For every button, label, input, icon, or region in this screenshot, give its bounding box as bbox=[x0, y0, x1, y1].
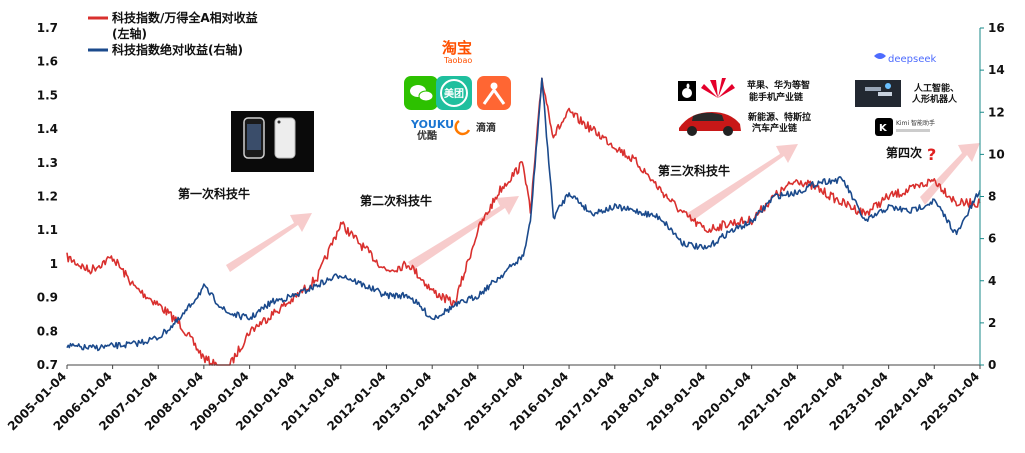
series-line-absolute-return bbox=[66, 77, 981, 352]
youku-logo: YOUKU 优酷 bbox=[410, 118, 454, 142]
huawei-icon bbox=[701, 78, 735, 98]
right-tick-label: 16 bbox=[988, 21, 1005, 35]
right-tick-label: 4 bbox=[988, 274, 996, 288]
svg-text:deepseek: deepseek bbox=[888, 54, 937, 65]
svg-text:YOUKU: YOUKU bbox=[410, 118, 454, 131]
left-tick-label: 0.8 bbox=[37, 324, 58, 338]
deepseek-logo: deepseek bbox=[874, 53, 937, 65]
trend-arrow-4 bbox=[920, 143, 980, 205]
taobao-logo: 淘宝 Taobao bbox=[441, 39, 472, 65]
right-tick-label: 14 bbox=[988, 63, 1005, 77]
series-line-relative-return bbox=[66, 77, 981, 366]
svg-text:Kimi 智能助手: Kimi 智能助手 bbox=[896, 119, 935, 127]
trend-arrow-1 bbox=[226, 213, 312, 272]
ev-chain-caption-1: 新能源、特斯拉 bbox=[748, 111, 811, 123]
left-tick-label: 1 bbox=[50, 257, 58, 271]
iphone-image bbox=[231, 111, 314, 172]
x-axis-ticks: 2005-01-042006-01-042007-01-042008-01-04… bbox=[5, 365, 982, 433]
trend-arrows bbox=[226, 143, 980, 272]
dianping-icon bbox=[477, 76, 511, 110]
right-tick-label: 12 bbox=[988, 105, 1005, 119]
left-tick-label: 1.5 bbox=[37, 88, 58, 102]
kimi-logo: K Kimi 智能助手 bbox=[875, 118, 935, 136]
svg-text:优酷: 优酷 bbox=[417, 129, 437, 142]
wechat-icon bbox=[404, 76, 438, 110]
svg-text:K: K bbox=[879, 123, 888, 134]
svg-text:美团: 美团 bbox=[444, 87, 464, 100]
annotation-second-bull: 第二次科技牛 bbox=[360, 193, 432, 208]
right-tick-label: 8 bbox=[988, 190, 996, 204]
didi-logo: 滴滴 bbox=[454, 119, 496, 136]
tesla-car-image bbox=[679, 112, 741, 136]
svg-text:Taobao: Taobao bbox=[443, 56, 472, 65]
legend: 科技指数/万得全A相对收益 (左轴) 科技指数绝对收益(右轴) bbox=[88, 10, 258, 57]
right-tick-label: 0 bbox=[988, 358, 996, 372]
series-layer bbox=[66, 77, 981, 366]
trend-arrow-3 bbox=[686, 144, 798, 222]
legend-label-red-sub: (左轴) bbox=[112, 26, 147, 41]
left-tick-label: 1.1 bbox=[37, 223, 58, 237]
meituan-icon: 美团 bbox=[436, 76, 472, 110]
right-axis-ticks: 0 2 4 6 8 10 12 14 16 bbox=[980, 21, 1005, 372]
annotation-third-bull: 第三次科技牛 bbox=[658, 163, 730, 178]
ev-chain-caption-2: 汽车产业链 bbox=[752, 122, 798, 134]
robot-image bbox=[855, 80, 901, 107]
left-tick-label: 1.4 bbox=[37, 122, 58, 136]
svg-text:淘宝: 淘宝 bbox=[441, 39, 472, 57]
right-tick-label: 6 bbox=[988, 232, 996, 246]
apple-icon bbox=[678, 81, 696, 101]
smartphone-chain-caption-2: 能手机产业链 bbox=[749, 91, 804, 103]
left-tick-label: 1.3 bbox=[37, 156, 58, 170]
right-tick-label: 2 bbox=[988, 316, 996, 330]
question-mark-icon: ? bbox=[927, 145, 936, 164]
legend-label-blue: 科技指数绝对收益(右轴) bbox=[112, 42, 243, 57]
left-tick-label: 0.9 bbox=[37, 291, 58, 305]
left-tick-label: 1.2 bbox=[37, 190, 58, 204]
left-axis-ticks: 0.7 0.8 0.9 1 1.1 1.2 1.3 1.4 1.5 1.6 1.7 bbox=[37, 21, 58, 372]
annotation-fourth-bull: 第四次 bbox=[886, 145, 922, 160]
left-tick-label: 0.7 bbox=[37, 358, 58, 372]
trend-arrow-2 bbox=[408, 196, 519, 270]
left-tick-label: 1.6 bbox=[37, 55, 58, 69]
svg-text:滴滴: 滴滴 bbox=[476, 121, 496, 134]
legend-label-red: 科技指数/万得全A相对收益 bbox=[112, 10, 258, 25]
right-tick-label: 10 bbox=[988, 147, 1005, 161]
smartphone-chain-caption-1: 苹果、华为等智 bbox=[747, 79, 810, 91]
ai-caption-2: 人形机器人 bbox=[911, 93, 958, 105]
ai-caption-1: 人工智能、 bbox=[913, 82, 959, 94]
annotation-first-bull: 第一次科技牛 bbox=[178, 186, 250, 201]
left-tick-label: 1.7 bbox=[37, 21, 58, 35]
